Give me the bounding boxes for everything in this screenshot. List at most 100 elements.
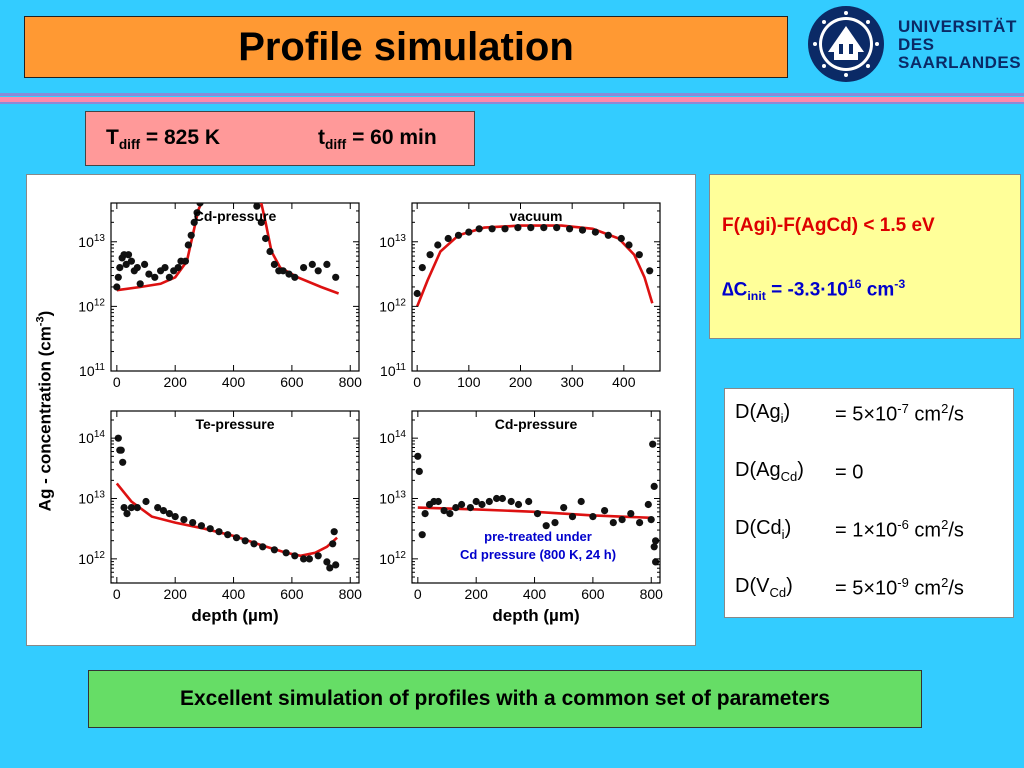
- x-tick-label-0-2: 400: [222, 374, 246, 390]
- data-point-3-33: [647, 516, 655, 524]
- logo-text-line2: DES: [898, 35, 935, 54]
- x-tick-label-1-4: 400: [612, 374, 636, 390]
- y-tick-label-2-1: 1013: [78, 490, 105, 507]
- data-point-3-30: [627, 510, 635, 518]
- annotation-line-3-1: Cd pressure (800 K, 24 h): [460, 547, 616, 562]
- x-tick-label-0-1: 200: [164, 374, 188, 390]
- data-point-1-7: [475, 225, 483, 233]
- data-point-3-10: [458, 500, 466, 509]
- data-point-0-40: [262, 234, 270, 243]
- conclusion-text: Excellent simulation of profiles with a …: [180, 687, 830, 710]
- data-point-2-13: [180, 516, 188, 524]
- data-point-0-34: [236, 175, 243, 180]
- data-point-1-18: [617, 234, 625, 243]
- data-point-1-8: [488, 225, 496, 233]
- data-point-0-24: [193, 209, 201, 217]
- university-logo: UNIVERSITÄT DES SAARLANDES: [806, 4, 1021, 84]
- data-point-2-7: [133, 504, 141, 512]
- x-tick-label-1-1: 100: [457, 374, 481, 390]
- data-point-0-45: [285, 270, 293, 278]
- data-point-3-18: [514, 500, 523, 509]
- data-point-0-49: [314, 267, 322, 275]
- diffusion-parameters-box: Tdiff = 825 K tdiff = 60 min: [85, 111, 475, 166]
- y-tick-label-3-0: 1012: [379, 550, 406, 567]
- data-point-0-2: [116, 264, 124, 272]
- data-point-1-19: [625, 241, 633, 249]
- data-point-0-33: [231, 175, 238, 178]
- data-point-1-5: [454, 231, 463, 239]
- data-point-2-10: [159, 507, 168, 515]
- plot-frame-0: [110, 202, 360, 372]
- formation-energy-difference: F(Agi)-F(AgCd) < 1.5 eV: [722, 215, 935, 236]
- x-tick-label-2-3: 600: [280, 586, 304, 602]
- diffusion-label-1: D(AgCd): [735, 459, 804, 484]
- data-point-3-17: [507, 497, 515, 506]
- x-tick-label-1-0: 0: [413, 374, 421, 390]
- data-point-0-23: [190, 218, 198, 226]
- data-point-2-9: [154, 504, 162, 512]
- data-point-2-31: [329, 540, 337, 548]
- data-point-0-44: [279, 267, 287, 275]
- data-point-2-11: [165, 510, 173, 518]
- data-point-0-47: [300, 264, 308, 272]
- data-point-2-5: [123, 510, 131, 518]
- plot-frame-3: [411, 410, 661, 584]
- diffusion-value-0: = 5×10-7 cm2/s: [835, 401, 964, 426]
- data-point-3-2: [418, 531, 426, 539]
- data-point-0-5: [122, 260, 130, 268]
- y-tick-label-0-1: 1012: [78, 297, 105, 314]
- data-point-3-25: [577, 497, 585, 506]
- data-point-0-46: [291, 273, 299, 281]
- data-point-0-15: [161, 264, 169, 272]
- data-point-2-8: [142, 497, 150, 506]
- data-point-3-12: [472, 497, 480, 506]
- data-point-0-20: [181, 257, 189, 265]
- x-tick-label-0-3: 600: [280, 374, 304, 390]
- data-point-1-10: [514, 224, 522, 232]
- plot-frame-2: [110, 410, 360, 584]
- annotation-line-3-0: pre-treated under: [484, 529, 592, 544]
- data-point-0-50: [323, 260, 331, 268]
- x-tick-label-2-2: 400: [222, 586, 246, 602]
- chart-title-2: Te-pressure: [195, 416, 274, 432]
- data-point-1-15: [578, 226, 587, 234]
- data-point-3-38: [652, 558, 660, 566]
- data-point-0-1: [114, 273, 122, 281]
- data-point-0-10: [136, 280, 144, 288]
- diffusion-label-0: D(Agi): [735, 401, 791, 426]
- data-point-2-26: [300, 555, 308, 563]
- data-point-2-4: [120, 504, 128, 512]
- data-point-3-37: [650, 543, 658, 551]
- data-point-2-19: [232, 534, 241, 542]
- data-point-2-0: [114, 434, 122, 442]
- y-tick-label-1-1: 1012: [379, 297, 406, 314]
- x-tick-label-3-3: 600: [581, 586, 605, 602]
- y-tick-label-2-0: 1012: [78, 550, 105, 567]
- title-box: Profile simulation: [24, 16, 788, 78]
- chart-title-3: Cd-pressure: [495, 416, 578, 432]
- data-point-3-19: [525, 497, 533, 506]
- diffusion-label-3: D(VCd): [735, 575, 793, 600]
- data-point-3-9: [452, 504, 460, 512]
- data-point-3-1: [415, 467, 423, 475]
- data-point-3-23: [560, 504, 568, 512]
- data-point-0-0: [113, 283, 121, 291]
- data-point-0-36: [245, 183, 252, 190]
- data-point-0-11: [141, 260, 149, 268]
- diffusion-coefficients-box: D(Agi) = 5×10-7 cm2/s D(AgCd) = 0 D(Cdi) = 1×…: [724, 388, 1014, 618]
- divider-bottom: [0, 102, 1024, 104]
- x-tick-label-0-4: 800: [339, 374, 363, 390]
- data-point-0-29: [214, 175, 221, 181]
- data-point-3-0: [414, 452, 422, 460]
- data-point-2-3: [119, 458, 127, 466]
- data-point-3-14: [485, 497, 493, 506]
- data-point-3-8: [446, 510, 454, 518]
- data-point-3-28: [609, 519, 617, 527]
- x-tick-label-1-2: 200: [509, 374, 533, 390]
- data-point-3-26: [589, 513, 597, 521]
- data-point-3-32: [644, 500, 652, 509]
- data-point-0-21: [184, 241, 192, 249]
- data-point-3-13: [478, 500, 486, 509]
- diffusion-time: tdiff = 60 min: [318, 126, 437, 153]
- data-point-3-36: [652, 537, 660, 545]
